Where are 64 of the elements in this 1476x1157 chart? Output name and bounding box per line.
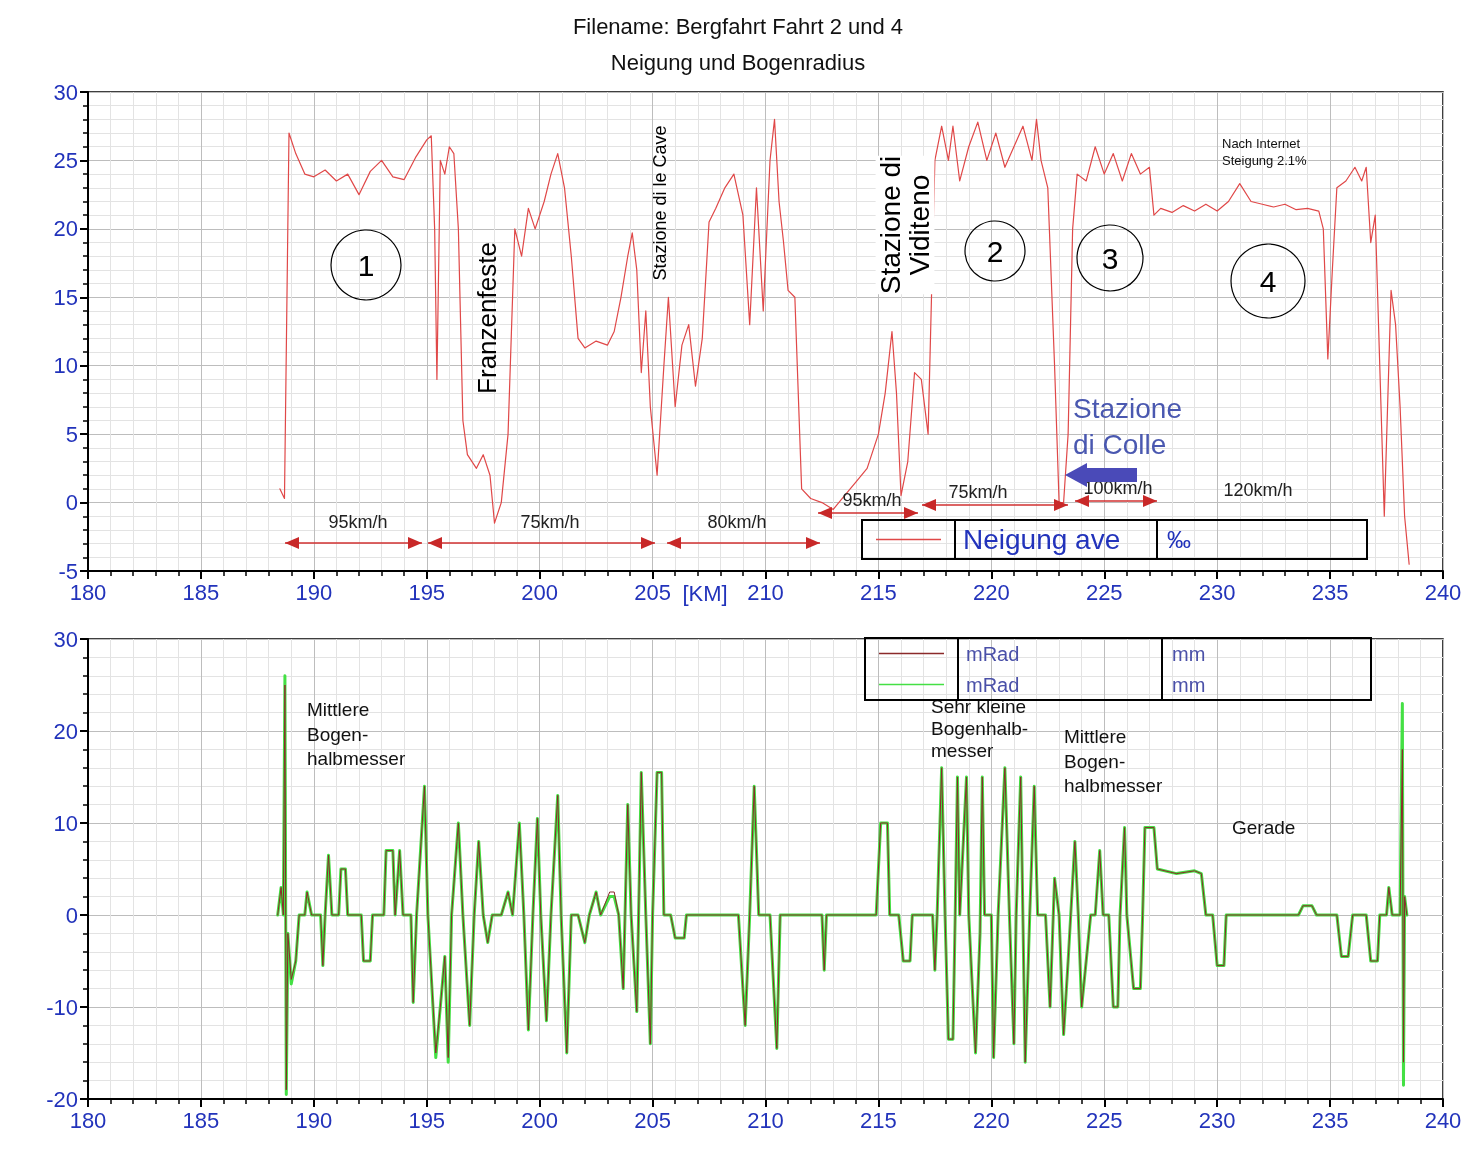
y-tick-label: 15 bbox=[53, 284, 78, 310]
annotation: mm bbox=[1172, 673, 1206, 696]
x-tick-label: 190 bbox=[295, 1107, 333, 1133]
y-tick-label: 5 bbox=[65, 421, 78, 447]
annotation: ‰ bbox=[1167, 526, 1191, 553]
chart-subtitle: Neigung und Bogenradius bbox=[610, 49, 866, 75]
y-tick-label: 30 bbox=[53, 79, 78, 105]
x-tick-label: 185 bbox=[182, 579, 220, 605]
x-tick-label: 220 bbox=[972, 579, 1010, 605]
legend-label: mRad bbox=[966, 642, 1020, 665]
series-label: Neigung ave bbox=[963, 524, 1121, 555]
annotation: mm bbox=[1172, 642, 1206, 665]
annotation: 95km/h bbox=[328, 512, 388, 532]
x-tick-label: 230 bbox=[1198, 579, 1236, 605]
annotation: 80km/h bbox=[707, 512, 767, 532]
annotation: 75km/h bbox=[948, 482, 1008, 502]
x-tick-label: 225 bbox=[1085, 579, 1123, 605]
y-tick-label: -10 bbox=[46, 994, 78, 1020]
y-tick-label: 20 bbox=[53, 718, 78, 744]
x-tick-label: 240 bbox=[1424, 579, 1462, 605]
annotation: 120km/h bbox=[1223, 480, 1293, 500]
annotation: Sehr kleine Bogenhalb- messer bbox=[931, 696, 1029, 762]
annotation: Gerade bbox=[1232, 816, 1296, 838]
annotation: Stazione di le Cave bbox=[650, 125, 670, 281]
y-tick-label: 0 bbox=[65, 490, 78, 516]
x-tick-label: 215 bbox=[860, 579, 897, 605]
chart-title: Filename: Bergfahrt Fahrt 2 und 4 bbox=[572, 13, 904, 39]
annotation: 1 bbox=[357, 248, 375, 282]
y-tick-label: 10 bbox=[53, 810, 78, 836]
y-tick-label: 25 bbox=[53, 147, 78, 173]
annotation: 2 bbox=[986, 234, 1004, 268]
y-tick-label: 20 bbox=[53, 216, 78, 242]
x-tick-label: 210 bbox=[747, 1107, 784, 1133]
annotation: 3 bbox=[1101, 241, 1119, 275]
x-tick-label: 235 bbox=[1311, 1107, 1349, 1133]
annotation: Franzenfeste bbox=[472, 242, 502, 394]
x-tick-label: 205 bbox=[634, 1107, 671, 1133]
x-tick-label: 195 bbox=[408, 579, 446, 605]
x-tick-label: 240 bbox=[1424, 1107, 1462, 1133]
x-tick-label: 235 bbox=[1311, 579, 1349, 605]
y-tick-label: 30 bbox=[53, 626, 78, 652]
x-tick-label: 220 bbox=[972, 1107, 1010, 1133]
annotation: 4 bbox=[1259, 264, 1277, 298]
x-tick-label: 195 bbox=[408, 1107, 446, 1133]
y-tick-label: 0 bbox=[65, 902, 78, 928]
annotation: Mittlere Bogen- halbmesser bbox=[1064, 725, 1163, 797]
legend-label: mRad bbox=[966, 673, 1020, 696]
x-axis-title: [KM] bbox=[682, 580, 728, 606]
x-tick-label: 190 bbox=[295, 579, 333, 605]
annotation: Stazione di Viditeno bbox=[874, 155, 936, 295]
annotation: 75km/h bbox=[520, 512, 580, 532]
x-tick-label: 225 bbox=[1085, 1107, 1123, 1133]
x-tick-label: 185 bbox=[182, 1107, 220, 1133]
x-tick-label: 230 bbox=[1198, 1107, 1236, 1133]
y-tick-label: 10 bbox=[53, 353, 78, 379]
x-tick-label: 200 bbox=[521, 579, 559, 605]
x-tick-label: 210 bbox=[747, 579, 784, 605]
annotation: Stazione di Colle bbox=[1073, 392, 1182, 461]
annotation: Nach Internet Steigung 2.1% bbox=[1222, 135, 1307, 168]
x-tick-label: 215 bbox=[860, 1107, 897, 1133]
annotation: Mittlere Bogen- halbmesser bbox=[307, 698, 406, 770]
x-tick-label: 200 bbox=[521, 1107, 559, 1133]
x-tick-label: 205 bbox=[634, 579, 671, 605]
annotation: 95km/h bbox=[842, 490, 902, 510]
